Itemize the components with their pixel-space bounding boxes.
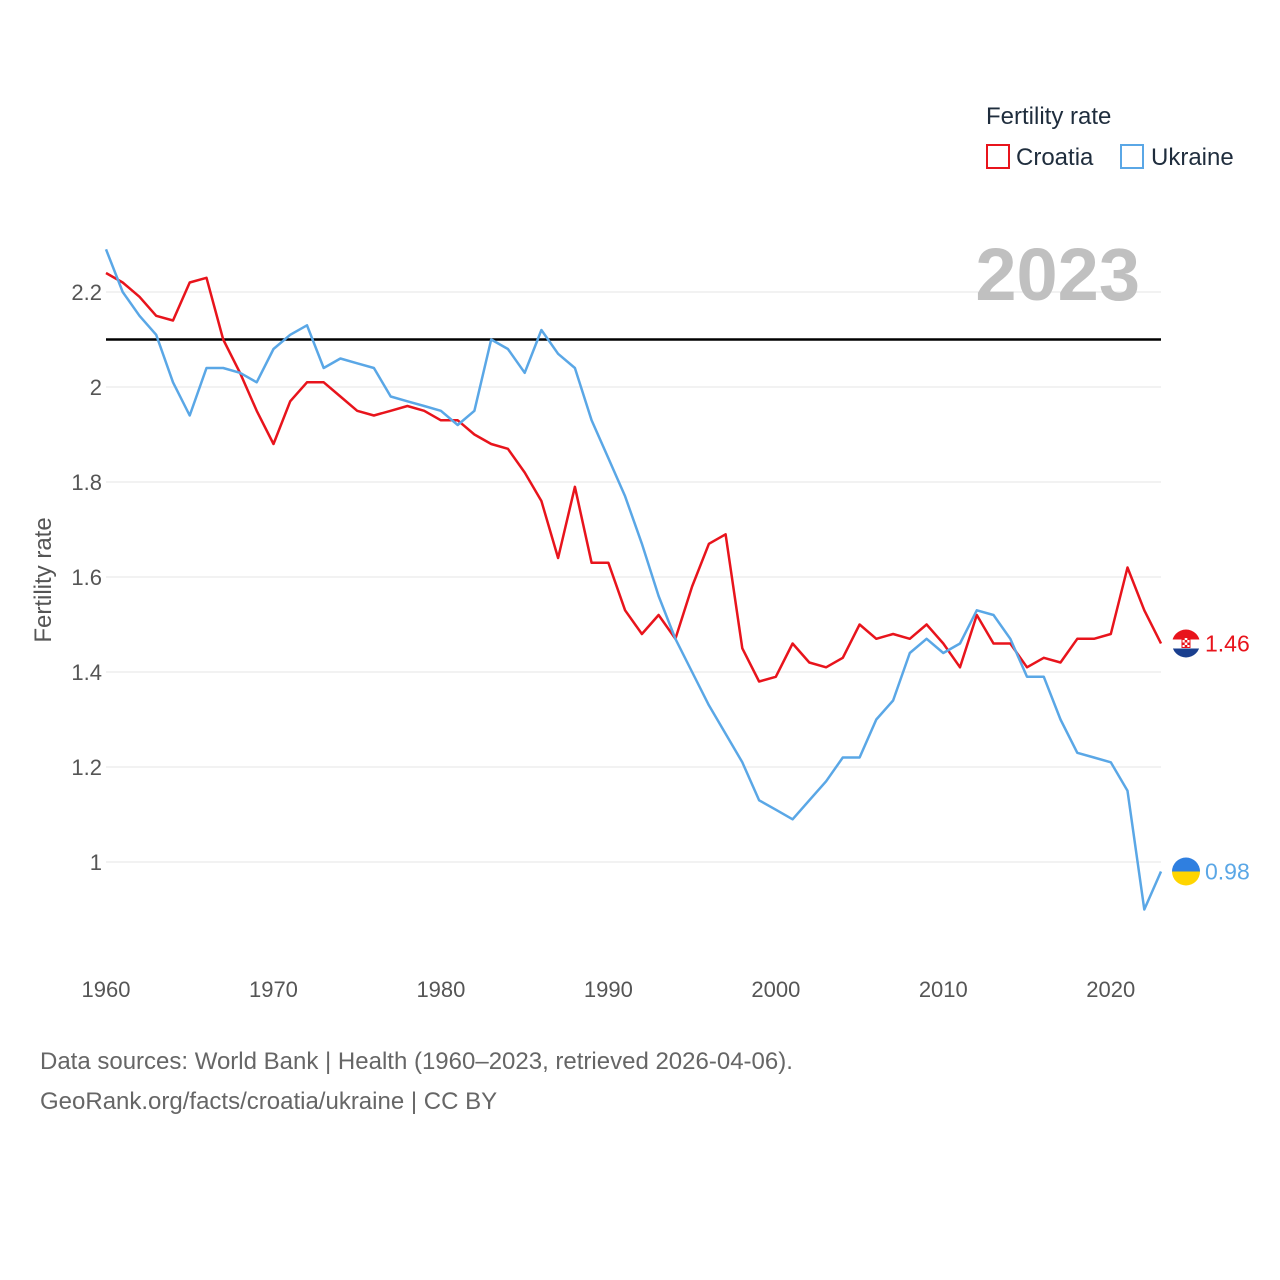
ukraine-flag-icon bbox=[1172, 857, 1200, 886]
series-lines bbox=[104, 248, 1163, 911]
chart-title-year: 2023 bbox=[975, 233, 1140, 316]
y-tick-1.6: 1.6 bbox=[71, 565, 102, 590]
x-tick-1980: 1980 bbox=[416, 977, 465, 1002]
x-tick-2010: 2010 bbox=[919, 977, 968, 1002]
x-tick-1960: 1960 bbox=[82, 977, 131, 1002]
y-axis-ticks: 1 1.2 1.4 1.6 1.8 2 2.2 bbox=[71, 280, 102, 875]
legend-title: Fertility rate bbox=[986, 103, 1111, 130]
gridlines bbox=[106, 291, 1161, 863]
y-tick-2.2: 2.2 bbox=[71, 280, 102, 305]
croatia-end-value: 1.46 bbox=[1205, 631, 1250, 657]
y-tick-1.4: 1.4 bbox=[71, 660, 102, 685]
y-axis-label: Fertility rate bbox=[30, 517, 57, 642]
legend-label-croatia[interactable]: Croatia bbox=[1016, 144, 1094, 171]
y-tick-1.2: 1.2 bbox=[71, 755, 102, 780]
source-note: Data sources: World Bank | Health (1960–… bbox=[40, 1042, 793, 1122]
x-axis-ticks: 1960 1970 1980 1990 2000 2010 2020 bbox=[82, 977, 1136, 1002]
legend: Fertility rate Croatia Ukraine bbox=[986, 103, 1234, 171]
legend-swatch-croatia[interactable] bbox=[986, 144, 1010, 169]
legend-swatch-ukraine[interactable] bbox=[1120, 144, 1144, 169]
y-tick-1: 1 bbox=[90, 850, 102, 875]
y-tick-2: 2 bbox=[90, 375, 102, 400]
x-tick-1970: 1970 bbox=[249, 977, 298, 1002]
source-line-1: Data sources: World Bank | Health (1960–… bbox=[40, 1048, 793, 1075]
series-line-ukraine bbox=[104, 248, 1163, 911]
x-tick-2000: 2000 bbox=[751, 977, 800, 1002]
x-tick-2020: 2020 bbox=[1086, 977, 1135, 1002]
series-line-croatia bbox=[105, 271, 1163, 683]
ukraine-end-value: 0.98 bbox=[1205, 859, 1250, 885]
croatia-flag-icon bbox=[1172, 629, 1200, 658]
source-line-2[interactable]: GeoRank.org/facts/croatia/ukraine | CC B… bbox=[40, 1088, 498, 1115]
y-tick-1.8: 1.8 bbox=[71, 470, 102, 495]
x-tick-1990: 1990 bbox=[584, 977, 633, 1002]
legend-label-ukraine[interactable]: Ukraine bbox=[1151, 144, 1234, 171]
